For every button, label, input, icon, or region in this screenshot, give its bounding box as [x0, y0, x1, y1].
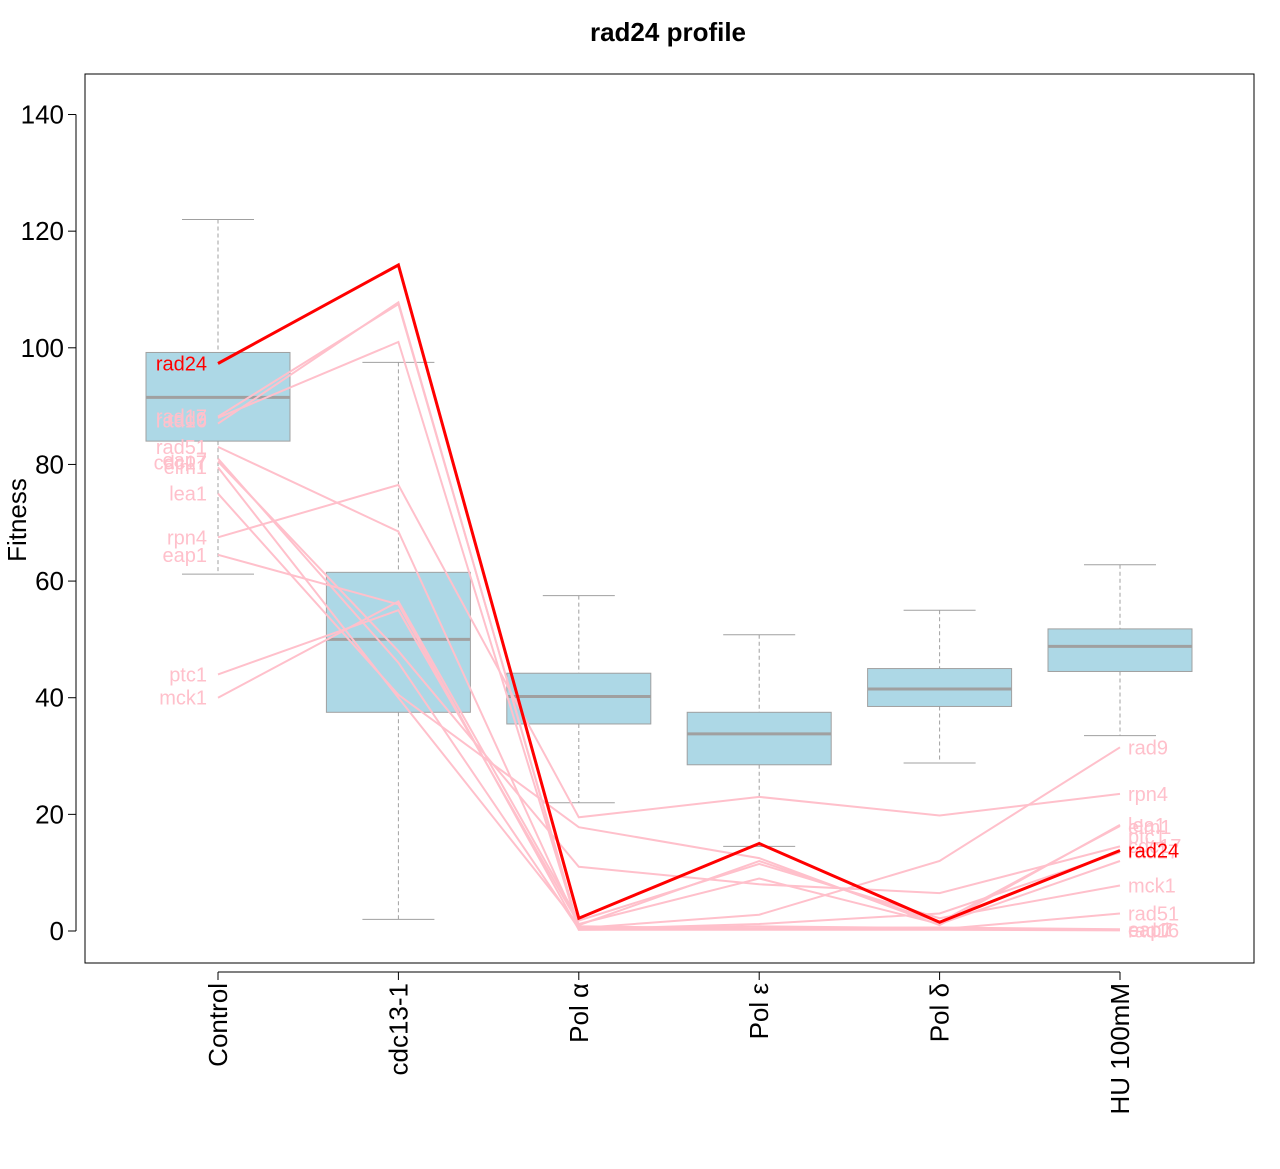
- x-tick-label: Control: [203, 983, 233, 1067]
- gene-label-right: rad51: [1128, 904, 1179, 926]
- x-tick-label: cdc13-1: [383, 983, 413, 1076]
- box-iqr: [506, 672, 652, 725]
- gene-label-right: rpn4: [1128, 784, 1168, 806]
- box-3: [506, 595, 652, 804]
- gene-label-right: mck1: [1128, 876, 1176, 898]
- x-tick-label: Pol δ: [925, 983, 955, 1042]
- gene-label-left: eap1: [163, 545, 208, 567]
- gene-line-eap7: [217, 457, 1121, 931]
- y-axis-label: Fitness: [2, 478, 32, 562]
- gene-label-right: rad17: [1128, 842, 1179, 864]
- gene-line-cdc17: [217, 460, 1121, 895]
- gene-label-right: elm1: [1128, 817, 1171, 839]
- y-tick-label: 40: [35, 683, 64, 713]
- gene-labels-layer: rad24rad17rad9rad16rad51eap7cdc17elm1lea…: [154, 354, 1182, 943]
- box-4: [686, 634, 832, 847]
- box-5: [867, 609, 1013, 764]
- gene-label-right: rad16: [1128, 920, 1179, 942]
- gene-lines-layer: [217, 262, 1121, 932]
- gene-line-mck1: [217, 600, 1121, 922]
- x-tick-label: Pol α: [564, 983, 594, 1043]
- chart-title: rad24 profile: [590, 17, 746, 47]
- gene-label-left: rpn4: [167, 527, 207, 549]
- gene-label-left: rad17: [156, 407, 207, 429]
- y-tick-label: 120: [21, 216, 64, 246]
- plot-frame: [84, 73, 1255, 964]
- gene-label-right: lea1: [1128, 815, 1166, 837]
- gene-label-left: mck1: [159, 688, 207, 710]
- box-6: [1047, 564, 1193, 737]
- gene-label-left: cdc17: [154, 453, 207, 475]
- gene-label-left: rad9: [167, 409, 207, 431]
- box-iqr: [1047, 628, 1193, 672]
- gene-label-right: eap1: [1128, 919, 1173, 941]
- gene-label-right: rad24: [1128, 841, 1179, 863]
- boxes-layer: [145, 218, 1193, 920]
- gene-label-left: elm1: [164, 457, 207, 479]
- box-iqr: [686, 711, 832, 766]
- gene-label-left: rad51: [156, 437, 207, 459]
- gene-label-right: rad9: [1128, 737, 1168, 759]
- y-tick-label: 20: [35, 799, 64, 829]
- y-tick-label: 100: [21, 333, 64, 363]
- y-tick-label: 0: [50, 916, 64, 946]
- y-axis: 0 20 40 60 80 100 120 140: [21, 100, 77, 946]
- gene-label-left: ptc1: [169, 664, 207, 686]
- gene-label-left: rad16: [156, 411, 207, 433]
- gene-line-rpn4: [217, 483, 1121, 819]
- gene-label-left: rad24: [156, 354, 207, 376]
- gene-label-right: ptc1: [1128, 827, 1166, 849]
- gene-line-rad16: [217, 300, 1121, 932]
- gene-line-lea1: [217, 492, 1121, 927]
- y-tick-label: 80: [35, 449, 64, 479]
- x-tick-label: Pol ε: [744, 983, 774, 1040]
- y-tick-label: 60: [35, 566, 64, 596]
- gene-line-rad24: [217, 262, 1121, 924]
- x-axis: Control cdc13-1 Pol α Pol ε Pol δ HU 100mM: [203, 971, 1135, 1114]
- gene-label-left: lea1: [169, 484, 207, 506]
- gene-label-left: eap7: [163, 450, 208, 472]
- x-tick-label: HU 100mM: [1105, 983, 1135, 1114]
- gene-label-right: eap7: [1128, 920, 1173, 942]
- y-tick-label: 140: [21, 100, 64, 130]
- gene-label-right: cdc17: [1128, 836, 1181, 858]
